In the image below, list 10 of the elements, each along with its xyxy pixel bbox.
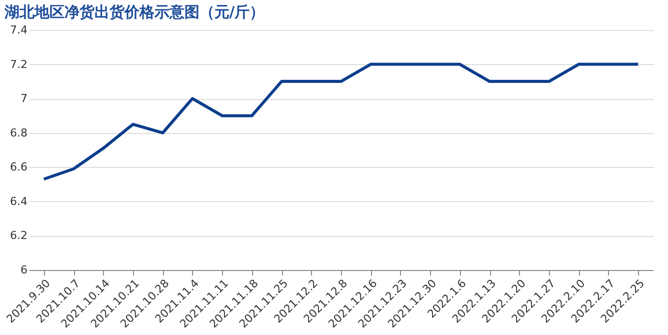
y-tick-label: 7.4 [10,24,28,36]
y-tick-label: 7.2 [10,58,28,71]
chart-title: 湖北地区净货出货价格示意图（元/斤） [3,3,265,21]
y-tick-label: 6.8 [10,126,28,140]
y-tick-label: 6.2 [10,229,28,242]
y-tick-label: 6 [20,264,28,276]
y-tick-label: 6.6 [10,160,28,174]
line-series [42,62,640,181]
y-tick-label: 7 [20,92,28,106]
y-tick-label: 6.4 [10,194,28,208]
